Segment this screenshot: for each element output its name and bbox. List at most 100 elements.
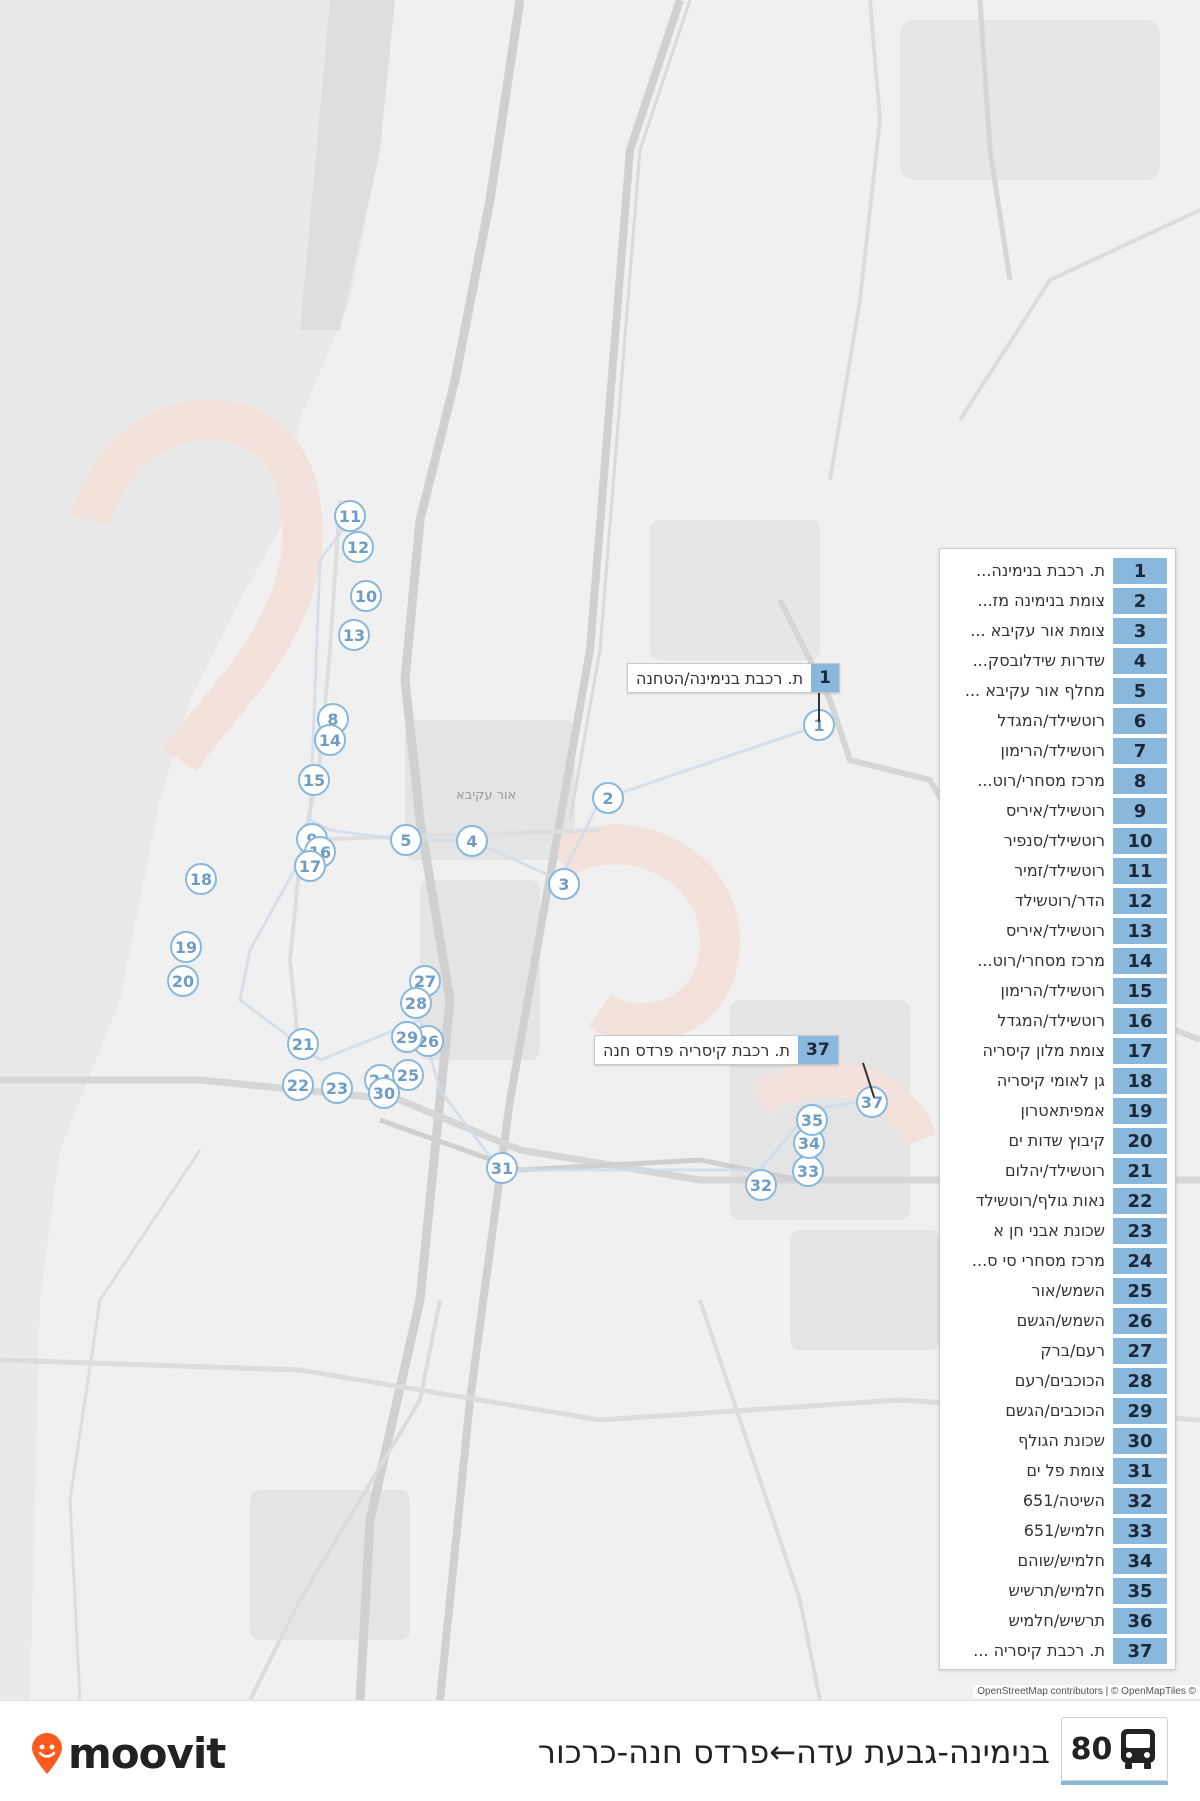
stop-marker-18[interactable]: 18 xyxy=(185,863,217,895)
legend-row[interactable]: 24 מרכז מסחרי סי ס... xyxy=(940,1248,1175,1274)
stop-marker-19[interactable]: 19 xyxy=(170,931,202,963)
legend-row[interactable]: 15 רוטשילד/הרימון xyxy=(940,978,1175,1004)
legend-row[interactable]: 11 רוטשילד/זמיר xyxy=(940,858,1175,884)
stop-marker-10[interactable]: 10 xyxy=(350,580,382,612)
map[interactable]: אור עקיבא 123458910111213141516171819202… xyxy=(0,0,1200,1700)
stop-marker-15[interactable]: 15 xyxy=(298,764,330,796)
stop-marker-13[interactable]: 13 xyxy=(338,619,370,651)
legend-stop-number: 26 xyxy=(1113,1308,1167,1334)
stop-marker-12[interactable]: 12 xyxy=(342,531,374,563)
legend-row[interactable]: 21 רוטשילד/יהלום xyxy=(940,1158,1175,1184)
legend-row[interactable]: 19 אמפיתאטרון xyxy=(940,1098,1175,1124)
legend-stop-number: 33 xyxy=(1113,1518,1167,1544)
legend-row[interactable]: 13 רוטשילד/איריס xyxy=(940,918,1175,944)
stop-marker-2[interactable]: 2 xyxy=(592,782,624,814)
legend-stop-number: 8 xyxy=(1113,768,1167,794)
legend-stop-name: ת. רכבת קיסריה ... xyxy=(973,1641,1105,1660)
legend-row[interactable]: 37 ת. רכבת קיסריה ... xyxy=(940,1638,1175,1664)
legend-row[interactable]: 3 צומת אור עקיבא ... xyxy=(940,618,1175,644)
legend-row[interactable]: 7 רוטשילד/הרימון xyxy=(940,738,1175,764)
callout-stop-37[interactable]: 37 ת. רכבת קיסריה פרדס חנה xyxy=(594,1035,839,1065)
legend-row[interactable]: 26 השמש/הגשם xyxy=(940,1308,1175,1334)
legend-stop-name: נאות גולף/רוטשילד xyxy=(975,1191,1105,1210)
stop-marker-33[interactable]: 33 xyxy=(792,1155,824,1187)
legend-row[interactable]: 4 שדרות שידלובסק... xyxy=(940,648,1175,674)
legend-row[interactable]: 1 ת. רכבת בנימינה... xyxy=(940,558,1175,584)
legend-stop-name: רוטשילד/הרימון xyxy=(1000,741,1105,760)
legend-stop-name: רוטשילד/המגדל xyxy=(997,711,1105,730)
stop-marker-5[interactable]: 5 xyxy=(390,824,422,856)
stop-marker-29[interactable]: 29 xyxy=(391,1021,423,1053)
legend-stop-name: הדר/רוטשילד xyxy=(1014,891,1105,910)
stop-marker-32[interactable]: 32 xyxy=(745,1169,777,1201)
legend-stop-name: מחלף אור עקיבא ... xyxy=(964,681,1105,700)
map-attribution: OpenStreetMap contributors | © OpenMapTi… xyxy=(973,1685,1200,1698)
stop-marker-14[interactable]: 14 xyxy=(314,724,346,756)
legend-stop-name: ת. רכבת בנימינה... xyxy=(976,561,1105,580)
stop-marker-25[interactable]: 25 xyxy=(392,1059,424,1091)
legend-row[interactable]: 14 מרכז מסחרי/רוט... xyxy=(940,948,1175,974)
legend-stop-name: רוטשילד/סנפיר xyxy=(1003,831,1105,850)
legend-row[interactable]: 30 שכונת הגולף xyxy=(940,1428,1175,1454)
legend-row[interactable]: 20 קיבוץ שדות ים xyxy=(940,1128,1175,1154)
legend-row[interactable]: 35 חלמיש/תרשיש xyxy=(940,1578,1175,1604)
callout-stop-1[interactable]: 1 ת. רכבת בנימינה/הטחנה xyxy=(627,663,840,693)
stop-marker-4[interactable]: 4 xyxy=(456,825,488,857)
legend-row[interactable]: 31 צומת פל ים xyxy=(940,1458,1175,1484)
legend-stop-name: שכונת הגולף xyxy=(1018,1431,1105,1450)
legend-stop-number: 34 xyxy=(1113,1548,1167,1574)
legend-stop-name: גן לאומי קיסריה xyxy=(996,1071,1105,1090)
legend-stop-number: 3 xyxy=(1113,618,1167,644)
bus-icon xyxy=(1121,1729,1156,1769)
callout-37-number: 37 xyxy=(798,1036,838,1064)
legend-row[interactable]: 29 הכוכבים/הגשם xyxy=(940,1398,1175,1424)
legend-stop-number: 28 xyxy=(1113,1368,1167,1394)
legend-row[interactable]: 18 גן לאומי קיסריה xyxy=(940,1068,1175,1094)
pin-icon xyxy=(32,1732,62,1774)
legend-row[interactable]: 33 חלמיש/651 xyxy=(940,1518,1175,1544)
stop-marker-17[interactable]: 17 xyxy=(294,850,326,882)
stop-marker-11[interactable]: 11 xyxy=(334,500,366,532)
stop-marker-28[interactable]: 28 xyxy=(400,987,432,1019)
legend-stop-number: 18 xyxy=(1113,1068,1167,1094)
legend-stop-number: 31 xyxy=(1113,1458,1167,1484)
legend-row[interactable]: 10 רוטשילד/סנפיר xyxy=(940,828,1175,854)
legend-row[interactable]: 5 מחלף אור עקיבא ... xyxy=(940,678,1175,704)
legend-stop-name: השמש/הגשם xyxy=(1016,1311,1105,1330)
legend-row[interactable]: 25 השמש/אור xyxy=(940,1278,1175,1304)
legend-stop-name: רוטשילד/יהלום xyxy=(1005,1161,1105,1180)
legend-row[interactable]: 32 השיטה/651 xyxy=(940,1488,1175,1514)
stop-marker-23[interactable]: 23 xyxy=(321,1072,353,1104)
legend-row[interactable]: 22 נאות גולף/רוטשילד xyxy=(940,1188,1175,1214)
legend-row[interactable]: 8 מרכז מסחרי/רוט... xyxy=(940,768,1175,794)
stop-marker-35[interactable]: 35 xyxy=(796,1104,828,1136)
legend-row[interactable]: 6 רוטשילד/המגדל xyxy=(940,708,1175,734)
stops-legend: 1 ת. רכבת בנימינה... 2 צומת בנימינה מז... 3 צ… xyxy=(939,548,1176,1670)
stop-marker-20[interactable]: 20 xyxy=(167,965,199,997)
route-badge-underline xyxy=(1061,1781,1168,1785)
legend-row[interactable]: 16 רוטשילד/המגדל xyxy=(940,1008,1175,1034)
legend-row[interactable]: 36 תרשיש/חלמיש xyxy=(940,1608,1175,1634)
legend-stop-number: 20 xyxy=(1113,1128,1167,1154)
legend-row[interactable]: 17 צומת מלון קיסריה xyxy=(940,1038,1175,1064)
stop-marker-8[interactable]: 8 xyxy=(317,703,349,735)
legend-stop-name: צומת אור עקיבא ... xyxy=(970,621,1105,640)
legend-stop-number: 2 xyxy=(1113,588,1167,614)
stop-marker-31[interactable]: 31 xyxy=(486,1152,518,1184)
stop-marker-22[interactable]: 22 xyxy=(282,1069,314,1101)
legend-row[interactable]: 34 חלמיש/שוהם xyxy=(940,1548,1175,1574)
legend-row[interactable]: 23 שכונת אבני חן א xyxy=(940,1218,1175,1244)
legend-row[interactable]: 9 רוטשילד/איריס xyxy=(940,798,1175,824)
legend-stop-number: 4 xyxy=(1113,648,1167,674)
stop-marker-21[interactable]: 21 xyxy=(287,1028,319,1060)
stop-marker-30[interactable]: 30 xyxy=(368,1077,400,1109)
legend-row[interactable]: 28 הכוכבים/רעם xyxy=(940,1368,1175,1394)
stop-marker-3[interactable]: 3 xyxy=(548,868,580,900)
legend-stop-number: 5 xyxy=(1113,678,1167,704)
legend-row[interactable]: 12 הדר/רוטשילד xyxy=(940,888,1175,914)
legend-stop-name: אמפיתאטרון xyxy=(1020,1101,1105,1120)
legend-stop-name: שכונת אבני חן א xyxy=(993,1221,1105,1240)
moovit-logo[interactable]: moovit xyxy=(30,1729,226,1778)
legend-row[interactable]: 27 רעם/ברק xyxy=(940,1338,1175,1364)
legend-row[interactable]: 2 צומת בנימינה מז... xyxy=(940,588,1175,614)
